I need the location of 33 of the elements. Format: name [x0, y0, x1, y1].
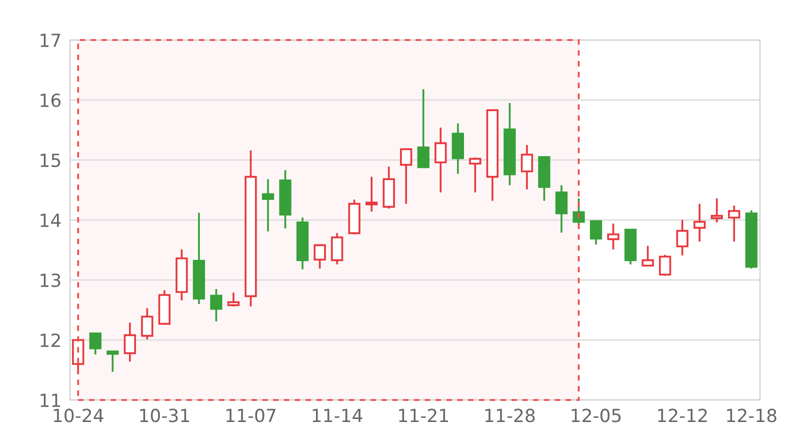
x-tick-label: 12-18 [727, 408, 776, 422]
candlestick [244, 149, 257, 308]
y-tick-label: 15 [40, 154, 60, 168]
x-tick-label: 12-05 [572, 408, 621, 422]
candlestick [330, 232, 344, 266]
y-tick-label: 17 [40, 34, 60, 47]
candlestick [124, 322, 136, 363]
candlestick [296, 216, 309, 270]
x-tick-label: 11-14 [312, 408, 362, 422]
y-tick-label: 13 [40, 273, 60, 288]
candlestick [693, 202, 706, 243]
x-tick-label: 12-12 [658, 408, 707, 422]
x-tick-label: 11-28 [485, 408, 535, 422]
candlestick [452, 122, 464, 175]
y-tick-label: 12 [40, 333, 60, 347]
candlestick [434, 126, 447, 194]
candlestick [607, 222, 620, 250]
candlestick [279, 169, 292, 230]
y-tick-label: 14 [40, 214, 61, 227]
x-tick-label: 11-07 [226, 408, 276, 422]
candlestick [728, 204, 740, 243]
y-tick-label: 16 [40, 93, 61, 108]
candlestick [555, 184, 568, 234]
y-tick-label: 11 [40, 394, 60, 407]
candlestick [366, 176, 378, 213]
x-tick-label: 10-24 [54, 408, 104, 422]
x-tick-label: 11-21 [399, 408, 448, 422]
candlestick [676, 219, 688, 256]
candlestick [504, 102, 516, 186]
x-tick-label: 10-31 [140, 408, 189, 422]
candlestick [192, 212, 206, 305]
candlestick [262, 178, 274, 232]
candlestick [520, 144, 534, 190]
